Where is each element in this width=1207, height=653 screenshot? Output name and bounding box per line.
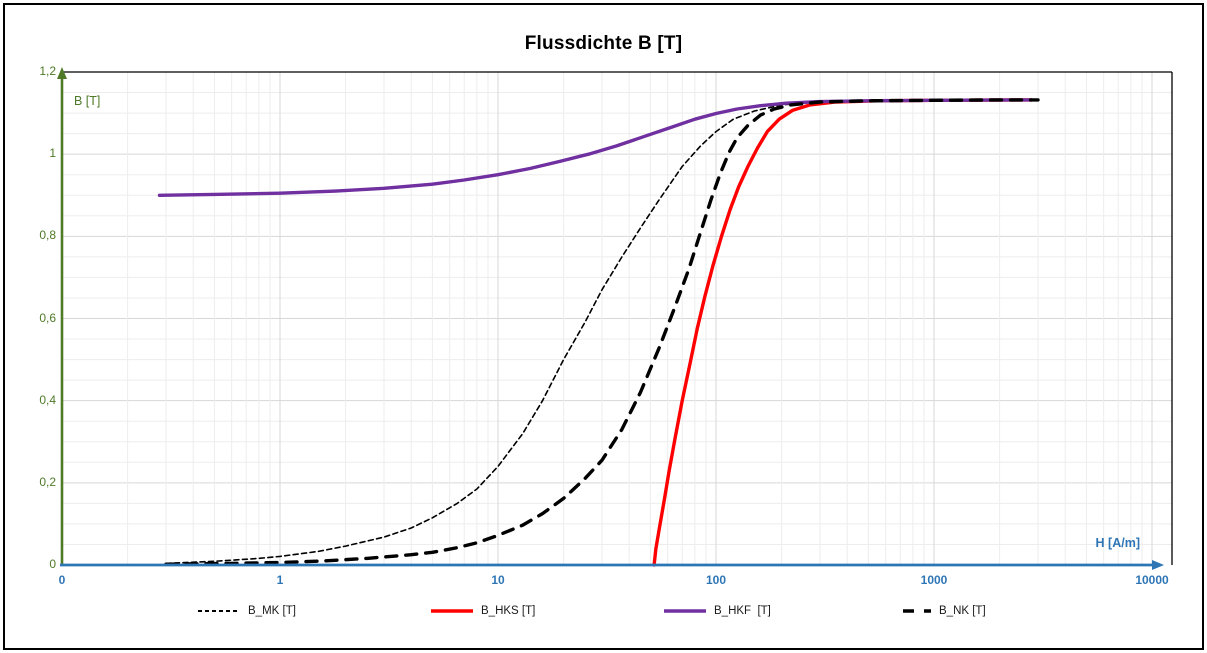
y-tick-label-1,2: 1,2: [39, 64, 56, 78]
y-tick-label-1: 1: [49, 146, 56, 161]
series-line-B_NK: [164, 98, 1040, 566]
y-tick-label-0,2: 0,2: [39, 474, 56, 489]
x-axis-arrow-icon: [1152, 560, 1164, 570]
plot-border: [62, 71, 1173, 565]
legend-swatch-icon: [664, 609, 706, 613]
plot-canvas: [57, 67, 1173, 570]
series-line-B_HKS: [652, 98, 1034, 567]
x-tick-label-10000: 10000: [1135, 573, 1169, 587]
legend-swatch-icon: [903, 609, 931, 613]
legend-item-B_HKF[interactable]: B_HKF [T]: [663, 598, 771, 624]
legend-label: B_NK [T]: [939, 605, 986, 617]
y-tick-label-0,4: 0,4: [39, 392, 56, 407]
x-tick-label-1: 1: [276, 573, 284, 587]
legend-swatch-icon: [431, 609, 473, 613]
legend-label: B_MK [T]: [248, 605, 296, 617]
gridlines: [62, 71, 1172, 565]
chart-outer-border: Flussdichte B [T] B [T] H [A/m] B_MK [T]…: [3, 3, 1204, 650]
chart-title: Flussdichte B [T]: [524, 33, 683, 54]
x-axis-title: H [A/m]: [1095, 536, 1140, 550]
legend-swatch-icon: [198, 610, 240, 612]
legend-item-B_NK[interactable]: B_NK [T]: [902, 598, 986, 624]
x-tick-label-1000: 1000: [920, 573, 948, 587]
y-axis-title: B [T]: [74, 94, 101, 108]
x-tick-label-0: 0: [58, 573, 66, 587]
legend-label: B_HKS [T]: [481, 605, 536, 617]
legend-item-B_MK[interactable]: B_MK [T]: [197, 598, 296, 624]
y-tick-label-0,6: 0,6: [39, 310, 56, 325]
legend-label: B_HKF [T]: [714, 605, 771, 617]
x-tick-label-100: 100: [705, 573, 727, 587]
legend-item-B_HKS[interactable]: B_HKS [T]: [430, 598, 535, 624]
y-tick-label-0,8: 0,8: [39, 228, 56, 243]
legend: B_MK [T] B_HKS [T] B_HKF [T] B_NK [T]: [5, 598, 1202, 628]
x-tick-label-10: 10: [491, 573, 505, 587]
axes: [57, 67, 1164, 570]
y-tick-label-0: 0: [49, 557, 56, 571]
y-axis-arrow-icon: [57, 67, 67, 79]
chart-area: Flussdichte B [T] B [T] H [A/m] B_MK [T]…: [5, 5, 1202, 648]
